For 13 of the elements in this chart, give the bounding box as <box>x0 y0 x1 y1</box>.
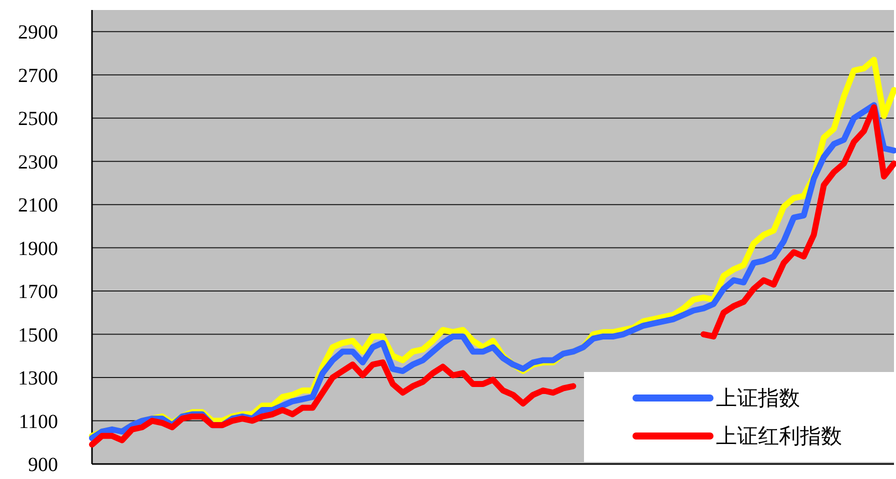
legend-label: 上证红利指数 <box>716 424 842 448</box>
y-tick-label: 1100 <box>18 410 58 433</box>
y-tick-label: 1700 <box>18 281 58 304</box>
y-tick-label: 2900 <box>18 22 58 44</box>
y-tick-label: 1900 <box>18 238 58 260</box>
legend-label: 上证指数 <box>716 386 800 410</box>
y-tick-label: 1500 <box>18 324 58 346</box>
y-tick-label: 2100 <box>18 194 58 217</box>
y-tick-label: 2300 <box>18 151 58 174</box>
y-tick-label: 2500 <box>18 108 58 130</box>
y-tick-label: 1300 <box>18 368 58 390</box>
y-tick-label: 2700 <box>18 64 58 87</box>
y-tick-label: 900 <box>28 454 58 476</box>
